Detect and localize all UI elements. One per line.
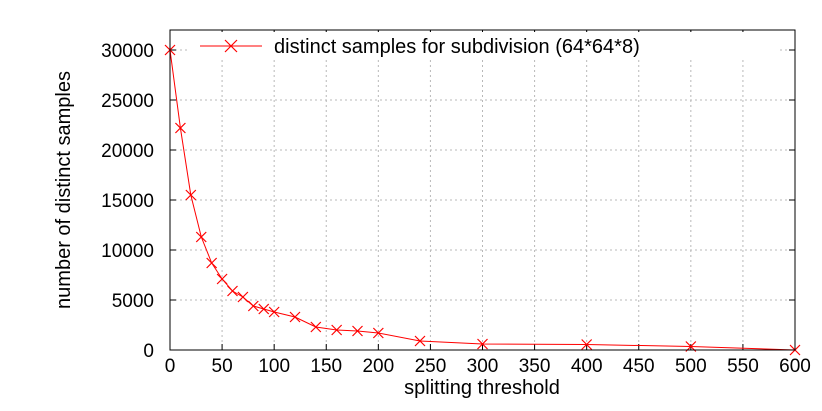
x-tick-label: 300 (467, 356, 499, 377)
y-tick-label: 0 (143, 341, 154, 362)
x-tick-label: 400 (571, 356, 603, 377)
data-point-marker (216, 273, 228, 285)
data-point-marker (195, 231, 207, 243)
y-axis-title: number of distinct samples (53, 71, 75, 309)
x-tick-label: 250 (415, 356, 447, 377)
x-tick-label: 600 (779, 356, 811, 377)
y-tick-label: 10000 (101, 241, 154, 262)
data-point-marker (289, 311, 301, 323)
x-tick-label: 150 (310, 356, 342, 377)
data-point-marker (352, 325, 363, 337)
x-tick-label: 550 (727, 356, 759, 377)
data-point-marker (372, 327, 384, 339)
y-tick-label: 20000 (101, 141, 154, 162)
data-point-marker (258, 303, 270, 315)
x-tick-label: 100 (258, 356, 290, 377)
x-tick-label: 500 (675, 356, 707, 377)
data-point-marker (206, 257, 218, 269)
data-point-marker (185, 189, 197, 201)
data-point-marker (331, 324, 343, 336)
data-point-marker (237, 291, 249, 303)
legend-marker (224, 39, 238, 53)
y-tick-label: 25000 (101, 91, 154, 112)
x-axis-title: splitting threshold (404, 377, 560, 399)
data-point-marker (310, 321, 322, 333)
legend: distinct samples for subdivision (64*64*… (190, 32, 780, 58)
data-point-marker (581, 339, 593, 350)
x-tick-label: 450 (623, 356, 655, 377)
data-point-marker (268, 306, 280, 318)
x-tick-label: 50 (212, 356, 233, 377)
legend-label: distinct samples for subdivision (64*64*… (274, 36, 640, 58)
x-tick-label: 350 (519, 356, 551, 377)
data-point-marker (247, 300, 259, 312)
y-tick-label: 5000 (112, 291, 154, 312)
axis-ticks: 0 50 100 150 200 250 300 350 400 450 500 550 600 0 500… (101, 30, 811, 377)
data-point-marker (227, 285, 238, 297)
y-tick-label: 15000 (101, 191, 154, 212)
data-point-marker (477, 338, 488, 350)
legend-background (190, 32, 780, 58)
plot-frame (169, 29, 796, 351)
data-point-marker (174, 122, 186, 134)
y-tick-label: 30000 (101, 41, 154, 62)
x-tick-label: 200 (362, 356, 394, 377)
data-point-marker (414, 335, 426, 347)
x-tick-label: 0 (165, 356, 176, 377)
